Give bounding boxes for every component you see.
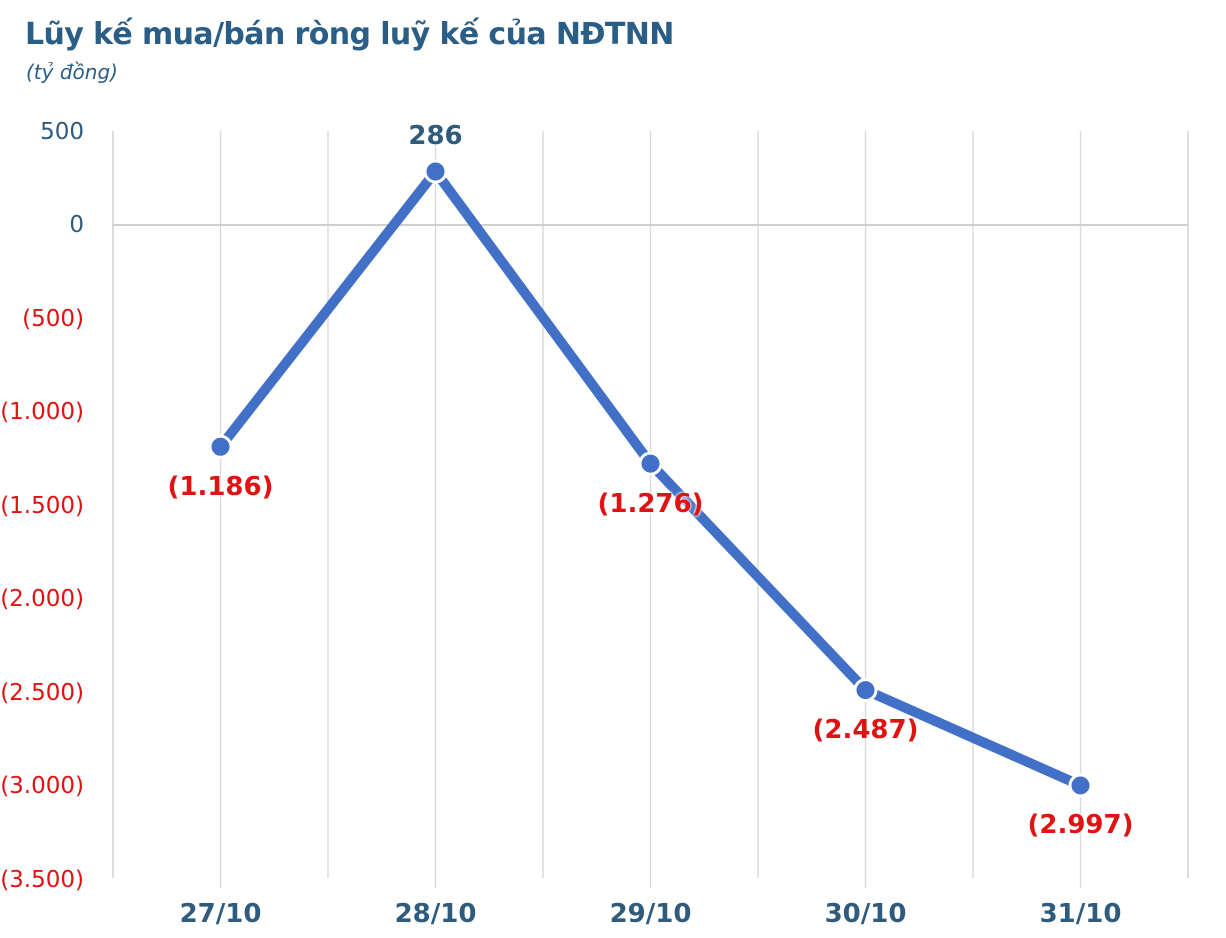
data-point-marker (208, 434, 233, 459)
x-axis-label: 31/10 (1039, 899, 1122, 929)
data-label: 286 (408, 120, 463, 151)
x-axis-label: 29/10 (609, 899, 692, 929)
y-axis-tick-label: 0 (69, 212, 84, 238)
data-label: (2.487) (812, 715, 919, 746)
chart-title: Lũy kế mua/bán ròng luỹ kế của NĐTNN (25, 17, 674, 52)
data-point-marker (853, 678, 878, 703)
data-label: (2.997) (1027, 810, 1134, 841)
y-axis-tick-label: (500) (22, 305, 84, 332)
x-axis-label: 27/10 (179, 899, 262, 929)
data-label: (1.276) (597, 488, 704, 519)
chart-subtitle: (tỷ đồng) (26, 60, 118, 84)
data-point-marker (423, 159, 448, 184)
data-label: (1.186) (167, 471, 274, 502)
x-axis-label: 28/10 (394, 899, 477, 929)
gridlines (112, 131, 1189, 888)
data-point-marker (638, 451, 663, 476)
y-axis-tick-label: (2.000) (0, 586, 84, 612)
y-axis-tick-label: (3.000) (0, 773, 84, 799)
y-axis-tick-label: 500 (40, 118, 84, 145)
x-axis-label: 30/10 (824, 899, 907, 929)
y-axis-tick-label: (3.500) (0, 866, 84, 893)
y-axis-tick-label: (1.500) (0, 492, 84, 519)
y-axis-tick-label: (2.500) (0, 679, 84, 706)
y-axis-tick-label: (1.000) (0, 399, 84, 425)
data-point-marker (1068, 773, 1093, 798)
